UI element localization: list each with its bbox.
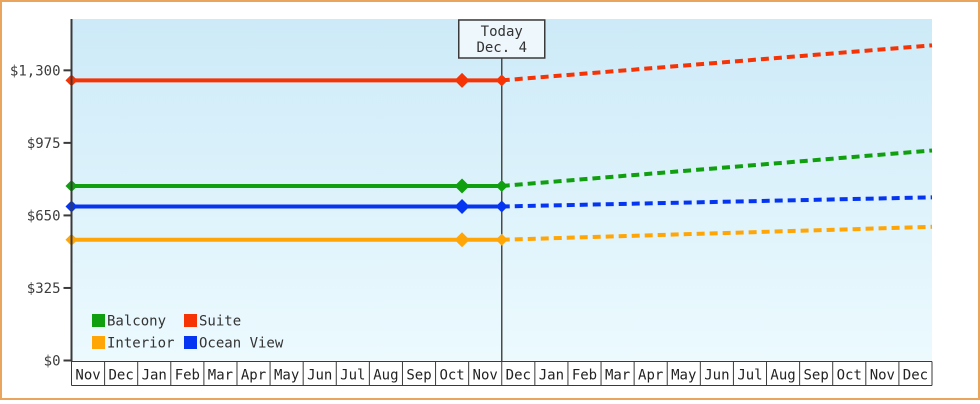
- data-point-marker-suite: [454, 72, 470, 88]
- x-axis-month-label: Nov: [473, 368, 498, 384]
- data-point-marker-ocean-view: [454, 198, 470, 214]
- data-point-marker-suite: [495, 74, 508, 87]
- x-axis-month-label: Aug: [770, 368, 795, 384]
- data-point-marker-interior: [495, 233, 508, 246]
- x-axis-month-label: May: [274, 368, 299, 384]
- y-axis-tick-label: $650: [27, 208, 61, 224]
- y-axis-tick-label: $1,300: [10, 63, 61, 79]
- y-axis-tick-label: $0: [44, 354, 61, 370]
- x-axis-month-label: Mar: [605, 368, 630, 384]
- x-axis-month-label: Nov: [75, 368, 100, 384]
- x-axis-month-label: Dec: [506, 368, 531, 384]
- x-axis-month-label: Sep: [406, 368, 431, 384]
- data-point-marker-ocean-view: [495, 200, 508, 213]
- x-axis-month-label: Jul: [737, 368, 762, 384]
- data-point-marker-interior: [454, 232, 470, 248]
- x-axis-month-label: Jan: [142, 368, 167, 384]
- series-line-projected-suite: [501, 43, 933, 83]
- legend-swatch-balcony: [92, 314, 105, 327]
- data-point-marker-balcony: [495, 179, 508, 192]
- legend-label-balcony: Balcony: [107, 314, 166, 330]
- x-axis-month-label: Jun: [307, 368, 332, 384]
- legend-label-ocean-view: Ocean View: [199, 336, 284, 352]
- today-date-label: Dec. 4: [476, 40, 527, 56]
- x-axis-month-label: Oct: [837, 368, 862, 384]
- x-axis-month-label: Mar: [208, 368, 233, 384]
- today-annotation-box: [458, 19, 546, 59]
- x-axis-month-label: Feb: [175, 368, 200, 384]
- x-axis-month-label: Dec: [108, 368, 133, 384]
- legend-swatch-ocean-view: [184, 336, 197, 349]
- x-axis-month-label: Dec: [903, 368, 928, 384]
- x-axis-month-label: Apr: [638, 368, 663, 384]
- x-axis-month-label: Apr: [241, 368, 266, 384]
- legend-swatch-suite: [184, 314, 197, 327]
- x-axis-month-label: Jan: [539, 368, 564, 384]
- x-axis-month-label: Jun: [704, 368, 729, 384]
- x-axis-month-label: Sep: [804, 368, 829, 384]
- x-axis-month-label: Aug: [373, 368, 398, 384]
- legend-label-suite: Suite: [199, 314, 241, 330]
- x-axis-month-label: Jul: [340, 368, 365, 384]
- y-axis-tick-label: $325: [27, 281, 61, 297]
- today-label: Today: [481, 24, 523, 40]
- x-axis-month-label: Feb: [572, 368, 597, 384]
- legend-swatch-interior: [92, 336, 105, 349]
- series-line-projected-ocean-view: [501, 195, 933, 209]
- series-line-projected-balcony: [501, 148, 933, 188]
- x-axis-month-label: May: [671, 368, 696, 384]
- x-axis-month-label: Oct: [439, 368, 464, 384]
- x-axis-month-label: Nov: [870, 368, 895, 384]
- legend-label-interior: Interior: [107, 336, 174, 352]
- data-point-marker-balcony: [454, 178, 470, 194]
- series-line-projected-interior: [501, 224, 933, 242]
- y-axis-tick-label: $975: [27, 136, 61, 152]
